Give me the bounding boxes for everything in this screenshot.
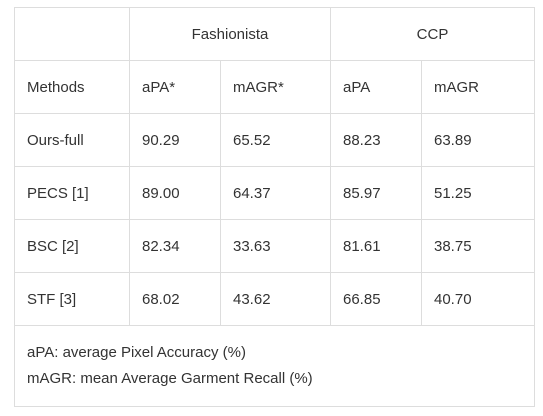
value-cell: 64.37 (220, 166, 331, 220)
method-name-cell: Ours-full (14, 113, 130, 167)
footnote-cell: aPA: average Pixel Accuracy (%) mAGR: me… (13, 325, 536, 407)
method-name-cell: PECS [1] (14, 166, 130, 220)
column-header-fashionista-apa: aPA* (129, 60, 221, 114)
value-cell: 40.70 (420, 272, 536, 326)
value-cell: 51.25 (420, 166, 536, 220)
value-cell: 65.52 (220, 113, 331, 167)
table-row: PECS [1] 89.00 64.37 85.97 51.25 (14, 166, 536, 220)
value-cell: 68.02 (129, 272, 221, 326)
column-header-fashionista-magr: mAGR* (220, 60, 331, 114)
value-cell: 85.97 (330, 166, 422, 220)
group-header-fashionista: Fashionista (129, 7, 331, 61)
value-cell: 63.89 (420, 113, 536, 167)
table-row: BSC [2] 82.34 33.63 81.61 38.75 (14, 219, 536, 273)
method-name-cell: BSC [2] (14, 219, 130, 273)
value-cell: 43.62 (220, 272, 331, 326)
value-cell: 82.34 (129, 219, 221, 273)
column-header-ccp-apa: aPA (330, 60, 422, 114)
table-row: Ours-full 90.29 65.52 88.23 63.89 (14, 113, 536, 167)
value-cell: 38.75 (420, 219, 536, 273)
results-table: Fashionista CCP Methods aPA* mAGR* aPA m… (13, 7, 536, 407)
column-header-methods: Methods (14, 60, 130, 114)
group-empty-cell (14, 7, 130, 61)
table-footnote-row: aPA: average Pixel Accuracy (%) mAGR: me… (13, 325, 536, 407)
column-header-ccp-magr: mAGR (420, 60, 536, 114)
value-cell: 89.00 (129, 166, 221, 220)
footnote-apa: aPA: average Pixel Accuracy (%) (27, 344, 246, 361)
value-cell: 33.63 (220, 219, 331, 273)
footnote-magr: mAGR: mean Average Garment Recall (%) (27, 370, 313, 387)
value-cell: 90.29 (129, 113, 221, 167)
group-header-row: Fashionista CCP (14, 7, 536, 61)
column-header-row: Methods aPA* mAGR* aPA mAGR (14, 60, 536, 114)
group-header-ccp: CCP (329, 7, 536, 61)
value-cell: 81.61 (330, 219, 422, 273)
table-row: STF [3] 68.02 43.62 66.85 40.70 (14, 272, 536, 326)
value-cell: 88.23 (330, 113, 422, 167)
method-name-cell: STF [3] (14, 272, 130, 326)
value-cell: 66.85 (330, 272, 422, 326)
